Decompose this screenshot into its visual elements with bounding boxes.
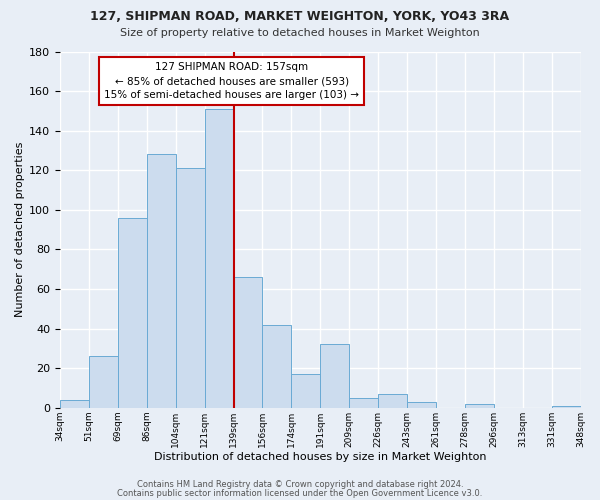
Bar [292, 374, 320, 408]
Bar [262, 324, 292, 408]
Bar [407, 402, 436, 408]
Bar [378, 394, 407, 408]
X-axis label: Distribution of detached houses by size in Market Weighton: Distribution of detached houses by size … [154, 452, 487, 462]
Text: Contains public sector information licensed under the Open Government Licence v3: Contains public sector information licen… [118, 489, 482, 498]
Bar [118, 218, 147, 408]
Bar [176, 168, 205, 408]
Bar [60, 400, 89, 408]
Bar [205, 109, 233, 408]
Bar [320, 344, 349, 408]
Bar [89, 356, 118, 408]
Text: Contains HM Land Registry data © Crown copyright and database right 2024.: Contains HM Land Registry data © Crown c… [137, 480, 463, 489]
Text: Size of property relative to detached houses in Market Weighton: Size of property relative to detached ho… [120, 28, 480, 38]
Bar [465, 404, 494, 408]
Bar [147, 154, 176, 408]
Bar [349, 398, 378, 408]
Y-axis label: Number of detached properties: Number of detached properties [15, 142, 25, 318]
Bar [551, 406, 581, 408]
Text: 127, SHIPMAN ROAD, MARKET WEIGHTON, YORK, YO43 3RA: 127, SHIPMAN ROAD, MARKET WEIGHTON, YORK… [91, 10, 509, 23]
Bar [233, 277, 262, 408]
Text: 127 SHIPMAN ROAD: 157sqm
← 85% of detached houses are smaller (593)
15% of semi-: 127 SHIPMAN ROAD: 157sqm ← 85% of detach… [104, 62, 359, 100]
